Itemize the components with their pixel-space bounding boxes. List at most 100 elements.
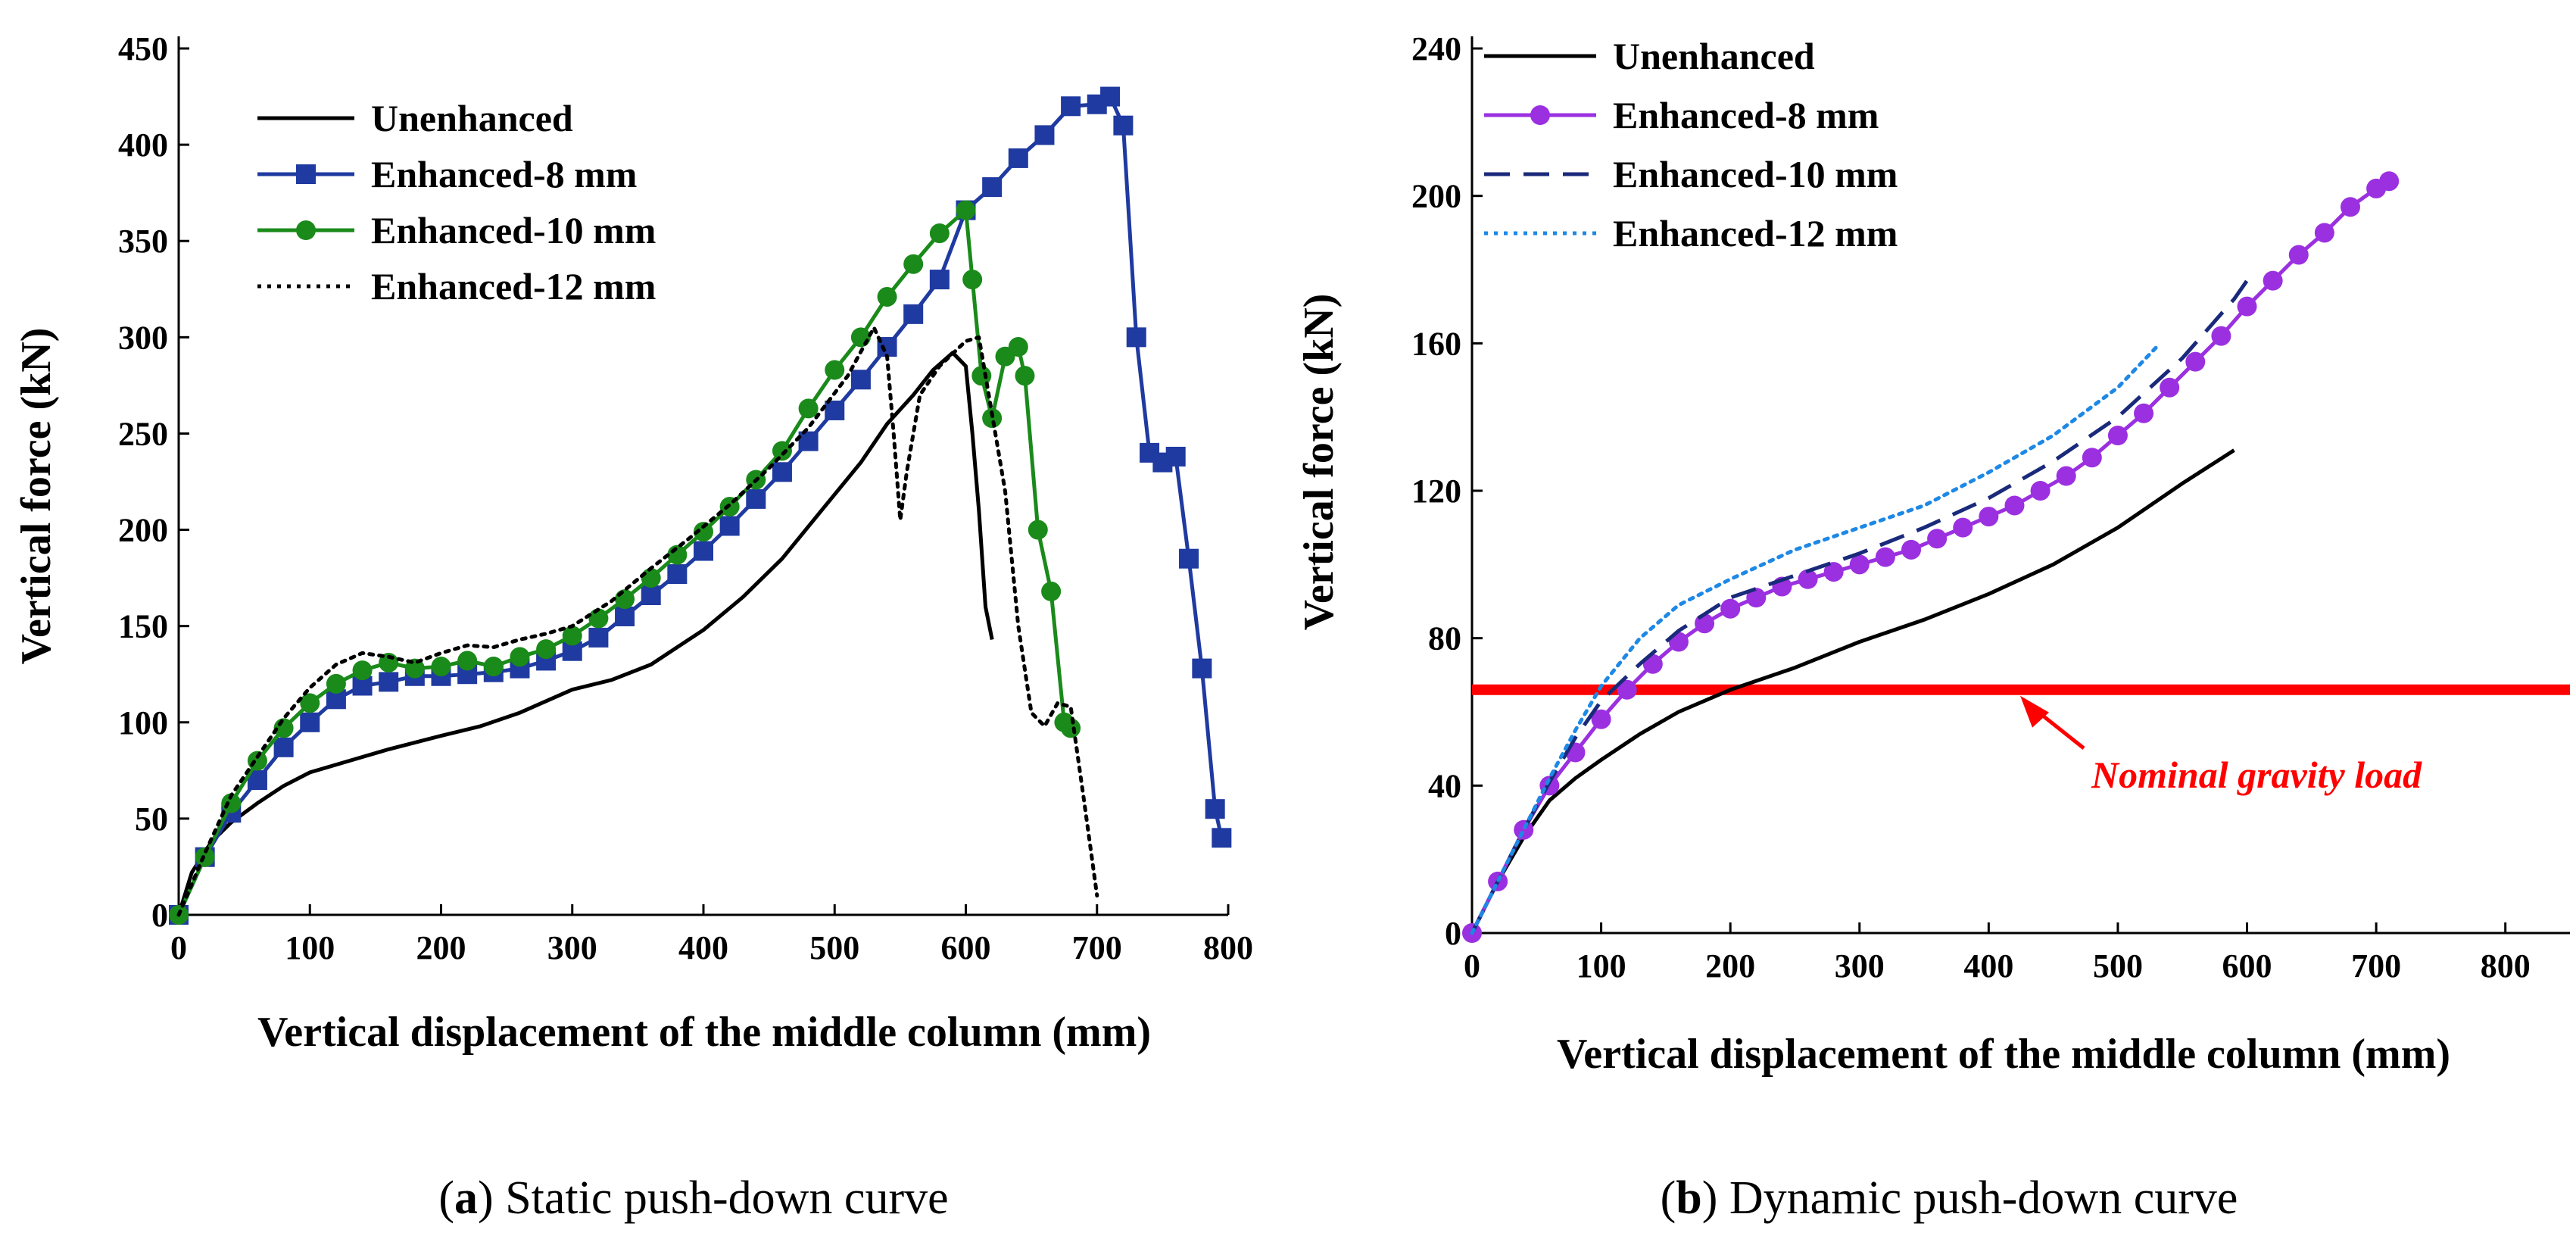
data-point	[825, 400, 845, 420]
x-tick-label: 100	[1576, 947, 1626, 985]
series-enhanced-8-mm	[169, 86, 1232, 925]
data-point	[2185, 351, 2206, 372]
x-tick-label: 400	[678, 929, 728, 966]
legend-marker	[296, 164, 316, 184]
data-point	[2314, 223, 2334, 243]
data-point	[1746, 588, 1767, 608]
data-point	[2107, 426, 2128, 445]
legend-entry: Enhanced-8 mm	[1484, 94, 1879, 136]
series-line	[176, 351, 994, 916]
data-point	[1061, 718, 1081, 738]
data-point	[2030, 481, 2051, 501]
data-point	[971, 366, 992, 386]
data-point	[1901, 539, 1921, 560]
data-point	[1179, 548, 1199, 569]
x-tick-label: 200	[1705, 947, 1755, 985]
legend-b: Unenhanced Enhanced-8 mm Enhanced-10 mm Enh…	[1484, 35, 1898, 254]
y-tick-label: 350	[118, 223, 168, 260]
x-tick-label: 600	[2222, 947, 2272, 985]
data-point	[667, 564, 688, 585]
series-enhanced-12-mm	[176, 326, 1099, 917]
plot-area-a	[169, 86, 1232, 925]
x-tick-label: 800	[1203, 929, 1253, 966]
x-tick-label: 500	[2093, 947, 2143, 985]
arrow-head	[2020, 695, 2049, 728]
data-point	[1823, 562, 1844, 582]
data-point	[2341, 197, 2360, 217]
data-point	[1113, 115, 1134, 136]
data-point	[772, 462, 792, 482]
data-point	[1617, 679, 1637, 700]
chart-a-ylabel: Vertical force (kN)	[13, 328, 60, 665]
data-point	[1100, 86, 1121, 107]
data-point	[746, 488, 766, 509]
data-point	[798, 431, 819, 451]
legend-entry: Enhanced-12 mm	[257, 265, 656, 307]
annotation-arrow	[2020, 695, 2085, 750]
data-point	[667, 545, 688, 565]
data-point	[641, 568, 661, 588]
y-tick-label: 100	[118, 704, 168, 741]
data-point	[825, 360, 845, 380]
data-point	[2288, 245, 2309, 265]
legend-label: Unenhanced	[371, 97, 573, 139]
legend-entry: Unenhanced	[257, 97, 573, 139]
legend-label: Enhanced-12 mm	[371, 265, 656, 307]
data-point	[273, 737, 294, 757]
axes-a: 0 100 200 300 400 500 600 700 800 0 50 100 150 200 250…	[118, 30, 1253, 966]
data-point	[326, 673, 346, 694]
y-tick-label: 120	[1411, 473, 1461, 510]
chart-a-xlabel: Vertical displacement of the middle colu…	[257, 1009, 1151, 1056]
x-tick-label: 600	[941, 929, 991, 966]
x-tick-label: 0	[1464, 947, 1480, 985]
legend-entry: Unenhanced	[1484, 35, 1815, 77]
data-point	[962, 270, 983, 290]
y-tick-label: 450	[118, 30, 168, 67]
data-point	[2004, 495, 2025, 516]
y-tick-label: 40	[1428, 767, 1461, 804]
data-point	[536, 639, 557, 660]
data-point	[1205, 799, 1225, 819]
data-point	[694, 522, 713, 542]
reference-annotation: Nominal gravity load	[2020, 695, 2422, 796]
data-point	[2237, 296, 2257, 317]
data-point	[1927, 529, 1948, 549]
data-point	[982, 177, 1003, 198]
data-point	[1953, 517, 1973, 538]
data-point	[588, 627, 609, 648]
y-tick-label: 160	[1411, 325, 1461, 362]
data-point	[352, 660, 373, 681]
data-point	[1028, 520, 1048, 540]
data-point	[1979, 507, 1999, 527]
chart-b-ylabel: Vertical force (kN)	[1296, 294, 1343, 631]
legend-entry: Enhanced-12 mm	[1484, 212, 1898, 254]
legend-entry: Enhanced-10 mm	[1484, 153, 1898, 195]
data-point	[483, 657, 504, 677]
data-point	[2263, 270, 2283, 291]
series-enhanced-12-mm	[1470, 345, 2159, 935]
data-point	[1849, 554, 1870, 575]
data-point	[379, 672, 399, 692]
series-enhanced-10-mm	[169, 200, 1081, 925]
data-point	[903, 254, 924, 274]
data-point	[2134, 403, 2154, 423]
data-point	[929, 223, 950, 244]
series-line	[176, 208, 1072, 916]
series-unenhanced	[176, 351, 994, 916]
data-point	[1008, 148, 1028, 168]
data-point	[588, 608, 609, 629]
x-tick-label: 200	[416, 929, 466, 966]
data-point	[2082, 448, 2102, 468]
x-tick-label: 0	[170, 929, 187, 966]
chart-a: 0 100 200 300 400 500 600 700 800 0 50 100 150 200 250…	[13, 30, 1253, 1224]
y-tick-label: 0	[151, 897, 168, 934]
data-point	[2379, 171, 2400, 192]
data-point	[1192, 658, 1212, 679]
caption-b-text: Dynamic push-down curve	[1729, 1172, 2238, 1224]
series-line	[1470, 179, 2390, 935]
y-tick-label: 250	[118, 415, 168, 452]
legend-marker	[296, 220, 316, 240]
x-tick-label: 400	[1963, 947, 2013, 985]
x-tick-label: 300	[547, 929, 597, 966]
data-point	[2211, 326, 2231, 346]
